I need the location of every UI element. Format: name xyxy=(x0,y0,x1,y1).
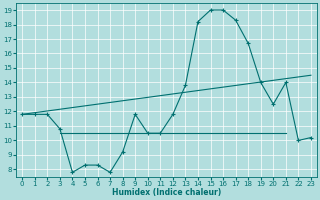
X-axis label: Humidex (Indice chaleur): Humidex (Indice chaleur) xyxy=(112,188,221,197)
